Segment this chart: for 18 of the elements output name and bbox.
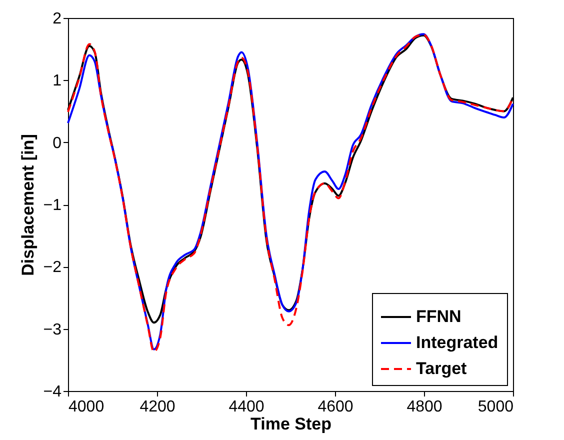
y-axis-title: Displacement [in] — [18, 134, 38, 276]
x-tick-label: 4400 — [228, 398, 264, 416]
x-tick-label: 4000 — [68, 398, 104, 416]
x-tick-label: 4800 — [406, 398, 442, 416]
y-tick-label: −1 — [43, 197, 62, 214]
legend-label: FFNN — [416, 307, 462, 326]
x-tick-label: 4600 — [318, 398, 354, 416]
x-tick-label: 4200 — [140, 398, 176, 416]
y-tick-label: −2 — [43, 259, 62, 276]
x-axis-title: Time Step — [250, 414, 332, 434]
y-tick-label: −3 — [43, 321, 62, 338]
y-tick-label: 0 — [52, 134, 62, 152]
y-tick-label: 2 — [52, 10, 62, 28]
y-tick-label: −4 — [43, 384, 62, 400]
legend-label: Integrated — [416, 333, 498, 352]
y-tick-label: 1 — [52, 72, 62, 90]
x-tick-label: 5000 — [478, 398, 514, 416]
legend-label: Target — [416, 359, 468, 378]
